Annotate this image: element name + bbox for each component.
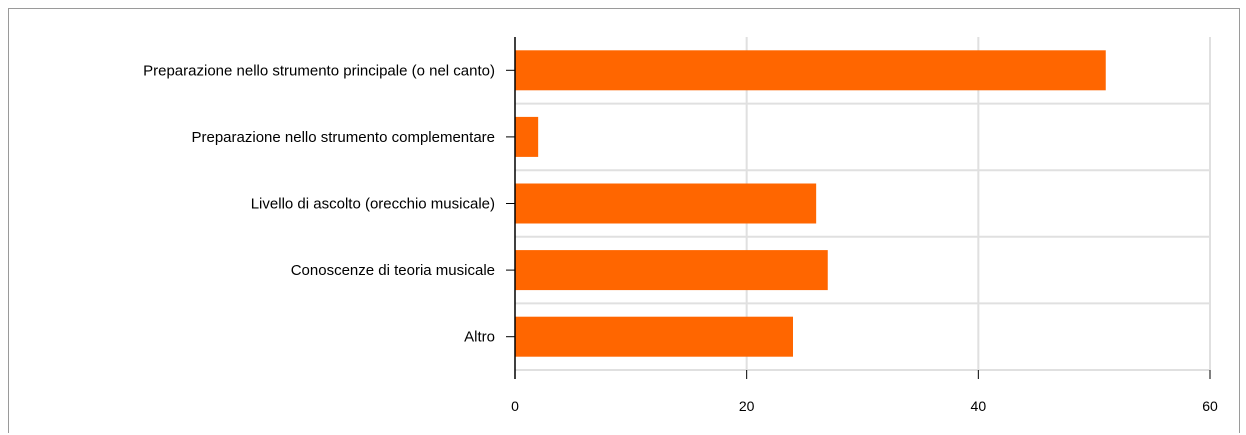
x-tick-label: 40 bbox=[971, 398, 987, 414]
bar bbox=[515, 316, 793, 357]
x-tick-label: 20 bbox=[739, 398, 755, 414]
x-tick-label: 60 bbox=[1202, 398, 1218, 414]
category-label: Preparazione nello strumento complementa… bbox=[192, 129, 496, 146]
category-label: Altro bbox=[464, 329, 495, 346]
category-label: Conoscenze di teoria musicale bbox=[291, 262, 495, 279]
bar bbox=[515, 183, 817, 224]
bars bbox=[515, 50, 1106, 357]
axes bbox=[506, 37, 1211, 379]
category-label: Livello di ascolto (orecchio musicale) bbox=[251, 196, 495, 213]
grid-lines bbox=[515, 37, 1211, 371]
bar bbox=[515, 250, 828, 291]
chart-frame bbox=[8, 8, 1240, 433]
category-label: Preparazione nello strumento principale … bbox=[143, 62, 495, 79]
bar bbox=[515, 50, 1106, 91]
category-labels: Preparazione nello strumento principale … bbox=[143, 62, 495, 345]
x-tick-label: 0 bbox=[511, 398, 519, 414]
bar bbox=[515, 116, 539, 157]
x-tick-labels: 0 20 40 60 bbox=[511, 398, 1218, 414]
